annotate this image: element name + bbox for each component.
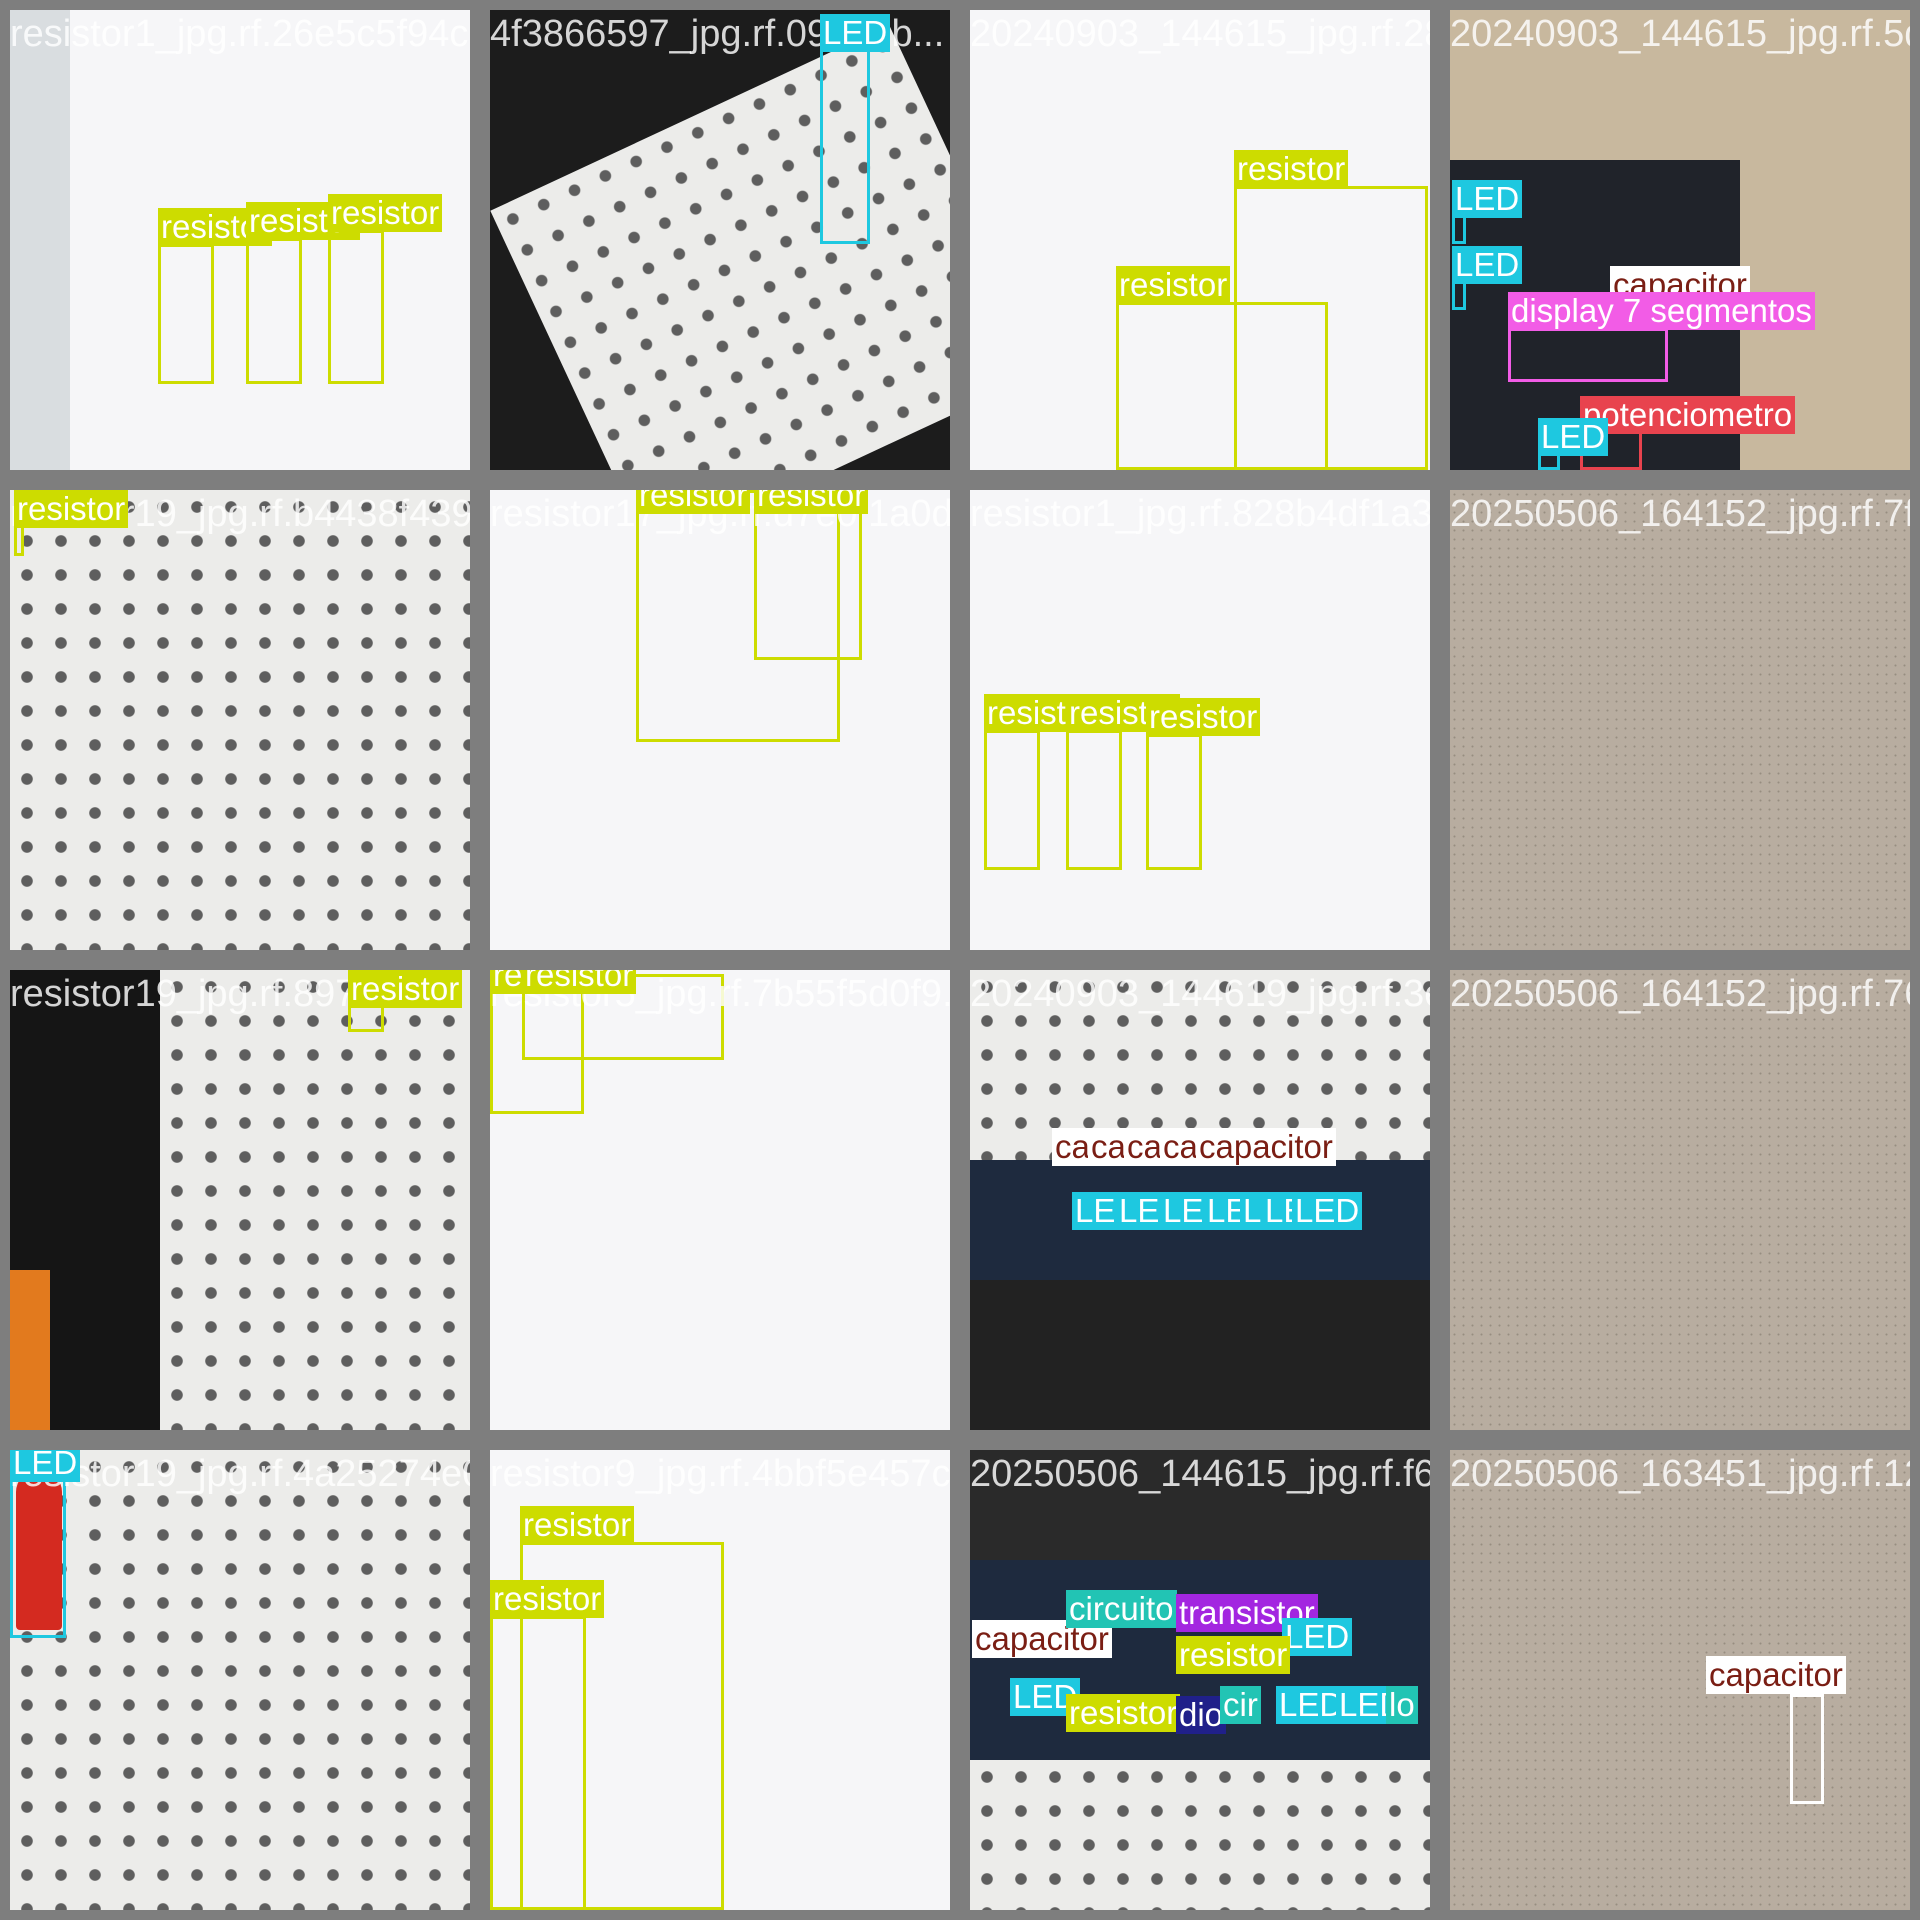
- label-led: LE: [1116, 1192, 1163, 1230]
- box-resistor: [328, 230, 384, 384]
- label-led: LED: [10, 1450, 81, 1482]
- tile-1: resistor1_jpg.rf.26e5c5f94c74e38665197b7…: [0, 0, 480, 480]
- tile-photo: [1450, 490, 1910, 950]
- tile-8: 20250506_164152_jpg.rf.7f9: [1440, 480, 1920, 960]
- label-resistor: resistor: [1116, 266, 1231, 304]
- label-resistor: resistor: [1176, 1636, 1291, 1674]
- tile-12: 20250506_164152_jpg.rf.76: [1440, 960, 1920, 1440]
- label-capacitor: ca: [1124, 1128, 1165, 1166]
- label-resistor: resistor: [328, 194, 443, 232]
- box-resistor: [1146, 734, 1202, 870]
- box-resistor: [1116, 302, 1328, 470]
- label-resistor: resistor: [490, 1580, 605, 1618]
- tile-photo: [490, 490, 950, 950]
- tile-15: 20250506_144615_jpg.rf.f60... capacitor …: [960, 1440, 1440, 1920]
- label-led: LED: [1282, 1618, 1353, 1656]
- box-capacitor: [1790, 1694, 1824, 1804]
- tile-10: resistor5_jpg.rf.7b55f5d0f9... re resist…: [480, 960, 960, 1440]
- label-led: LED: [1538, 418, 1609, 456]
- tile-16: 20250506_163451_jpg.rf.12 capacitor: [1440, 1440, 1920, 1920]
- box-resistor: [984, 730, 1040, 870]
- tile-9: resistor19_jpg.rf.897146... resistor: [0, 960, 480, 1440]
- tile-7: resistor1_jpg.rf.828b4df1a3d... resistor…: [960, 480, 1440, 960]
- tile-photo: [10, 1450, 470, 1910]
- label-diodo: dio: [1176, 1696, 1227, 1734]
- box-resistor: [1066, 730, 1122, 870]
- label-resistor: re: [490, 970, 526, 994]
- box-resistor: [158, 244, 214, 384]
- label-circuito: cir: [1220, 1686, 1261, 1724]
- tile-photo: [10, 490, 470, 950]
- label-led: LED: [1292, 1192, 1363, 1230]
- tile-14: resistor9_jpg.rf.4bbf5e457c... resistor …: [480, 1440, 960, 1920]
- tile-photo: [490, 970, 950, 1430]
- tile-3: 20240903_144615_jpg.rf.285369134d2240096…: [960, 0, 1440, 480]
- box-led: [10, 1478, 66, 1638]
- label-capacitor: capacitor: [1196, 1128, 1336, 1166]
- label-resistor: resistor: [14, 490, 129, 528]
- label-led: LED: [1452, 246, 1523, 284]
- label-circuito: circuito: [1066, 1590, 1177, 1628]
- tile-5: resistor19_jpg.rf.b4438f4399... resistor: [0, 480, 480, 960]
- label-capacitor: ca: [1160, 1128, 1201, 1166]
- label-led: LE: [1160, 1192, 1207, 1230]
- label-resistor: resistor: [1066, 1694, 1181, 1732]
- tile-4: 20240903_144615_jpg.rf.5d LED LED capaci…: [1440, 0, 1920, 480]
- label-resistor: resistor: [348, 970, 463, 1008]
- label-led: LE: [1072, 1192, 1119, 1230]
- box-display-7-segmentos: [1508, 328, 1668, 382]
- box-led: [1452, 280, 1466, 310]
- tile-6: resistor17_jpg.rf.d7e0 1a0d55... resisto…: [480, 480, 960, 960]
- box-led: [820, 48, 870, 244]
- label-potenciometro: potenciometro: [1580, 396, 1796, 434]
- label-display-7-segmentos: display 7 segmentos: [1508, 292, 1815, 330]
- label-resistor: resistor: [636, 490, 751, 514]
- label-capacitor: ca: [1052, 1128, 1093, 1166]
- label-resistor: resistor: [754, 490, 869, 514]
- tile-2: 4f3866597_jpg.rf.09810b... LED: [480, 0, 960, 480]
- box-resistor: [490, 1616, 586, 1910]
- label-led: LED: [1276, 1686, 1347, 1724]
- label-resistor: resistor: [1146, 698, 1261, 736]
- label-resistor: resistor: [520, 1506, 635, 1544]
- box-resistor: [246, 238, 302, 384]
- tile-11: 20240903_144619_jpg.rf.3e... ca ca ca ca…: [960, 960, 1440, 1440]
- tile-photo: [970, 10, 1430, 470]
- box-resistor: [754, 490, 862, 660]
- label-led: LED: [1452, 180, 1523, 218]
- label-resistor: resistor: [1234, 150, 1349, 188]
- box-led: [1452, 214, 1466, 244]
- label-capacitor: ca: [1088, 1128, 1129, 1166]
- tile-photo: [970, 1450, 1430, 1910]
- label-resistor: resistor: [522, 970, 637, 994]
- label-capacitor: capacitor: [1706, 1656, 1846, 1694]
- label-circuito: lo: [1386, 1686, 1418, 1724]
- tile-photo: [1450, 970, 1910, 1430]
- label-led: LED: [820, 14, 891, 52]
- tile-13: resistor19_jpg.rf.4a25274e0d... LED: [0, 1440, 480, 1920]
- tile-photo: [10, 970, 470, 1430]
- tile-photo: [490, 10, 950, 470]
- tile-photo: [10, 10, 470, 470]
